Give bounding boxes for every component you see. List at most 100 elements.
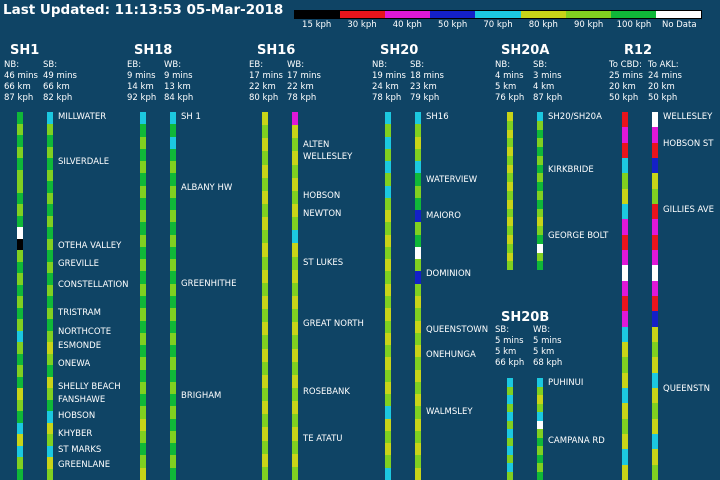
legend-label: 80 kph <box>528 20 558 30</box>
speed-segment <box>622 357 628 373</box>
speed-segment <box>537 412 543 421</box>
speed-strip-sh16-wb[interactable] <box>292 112 298 480</box>
speed-segment <box>140 418 146 431</box>
location-label: NEWTON <box>303 209 342 219</box>
speed-strip-sh20-nb[interactable] <box>385 112 391 480</box>
speed-strip-sh20b-sb[interactable] <box>507 378 513 480</box>
r12-akl-km: 20 km <box>648 82 675 92</box>
speed-strip-sh18-eb[interactable] <box>140 112 146 480</box>
sh20b-sb-label: SB: <box>495 325 510 335</box>
speed-segment <box>385 185 391 198</box>
speed-segment <box>170 332 176 346</box>
speed-strip-sh20a-nb[interactable] <box>507 112 513 270</box>
speed-segment <box>17 457 23 469</box>
sh20-sb-kph: 79 kph <box>410 93 440 103</box>
speed-strip-sh1-nb[interactable] <box>17 112 23 480</box>
speed-segment <box>262 414 268 428</box>
location-label: KHYBER <box>58 429 93 439</box>
speed-segment <box>262 387 268 402</box>
speed-segment <box>262 335 268 349</box>
legend-swatch <box>565 11 611 18</box>
speed-strip-sh20a-sb[interactable] <box>537 112 543 270</box>
speed-segment <box>537 208 543 218</box>
speed-segment <box>262 322 268 336</box>
speed-segment <box>537 243 543 253</box>
speed-segment <box>17 181 23 193</box>
speed-segment <box>292 138 298 152</box>
speed-segment <box>622 372 628 388</box>
sh20a-sb-label: SB: <box>533 60 548 70</box>
speed-segment <box>537 173 543 183</box>
speed-segment <box>17 342 23 354</box>
sh16-eb-kph: 80 kph <box>249 93 279 103</box>
speed-segment <box>292 453 298 467</box>
speed-segment <box>507 191 513 200</box>
speed-segment <box>385 246 391 260</box>
r12-akl-kph: 50 kph <box>648 93 678 103</box>
speed-segment <box>262 466 268 480</box>
speed-segment <box>507 463 513 472</box>
speed-segment <box>385 173 391 186</box>
sh16-wb-km: 22 km <box>287 82 314 92</box>
sh18-eb-km: 14 km <box>127 82 154 92</box>
speed-segment <box>140 161 146 174</box>
speed-strip-sh20-sb[interactable] <box>415 112 421 480</box>
speed-segment <box>652 341 658 358</box>
speed-segment <box>170 185 176 198</box>
speed-segment <box>292 374 298 388</box>
speed-strip-r12-akl[interactable] <box>652 112 658 480</box>
speed-segment <box>292 309 298 323</box>
speed-segment <box>415 112 421 125</box>
legend-label: 15 kph <box>302 20 332 30</box>
location-label: NORTHCOTE <box>58 327 112 337</box>
speed-strip-sh18-wb[interactable] <box>170 112 176 480</box>
speed-segment <box>622 188 628 204</box>
speed-segment <box>622 387 628 404</box>
speed-segment <box>385 381 391 395</box>
legend-label: 50 kph <box>438 20 468 30</box>
sh18-eb-kph: 92 kph <box>127 93 157 103</box>
speed-segment <box>415 259 421 272</box>
speed-segment <box>140 271 146 284</box>
road-title-sh1: SH1 <box>10 43 40 58</box>
location-label: GREENHITHE <box>181 279 237 289</box>
sh18-wb-kph: 84 kph <box>164 93 194 103</box>
speed-segment <box>47 158 53 170</box>
speed-segment <box>140 295 146 309</box>
speed-segment <box>652 265 658 281</box>
speed-segment <box>140 210 146 223</box>
speed-strip-sh1-sb[interactable] <box>47 112 53 480</box>
speed-strip-sh16-eb[interactable] <box>262 112 268 480</box>
location-label: MILLWATER <box>58 112 107 122</box>
sh20a-sb-km: 4 km <box>533 82 555 92</box>
speed-segment <box>415 357 421 370</box>
speed-strip-sh20b-wb[interactable] <box>537 378 543 480</box>
location-label: TRISTRAM <box>58 308 101 318</box>
speed-segment <box>415 234 421 247</box>
location-label: TE ATATU <box>303 434 343 444</box>
speed-segment <box>262 282 268 296</box>
speed-segment <box>507 129 513 139</box>
speed-segment <box>622 418 628 434</box>
sh20a-nb-mins: 4 mins <box>495 71 524 81</box>
speed-segment <box>17 261 23 273</box>
legend-label: 100 kph <box>616 20 652 30</box>
speed-segment <box>262 401 268 415</box>
speed-segment <box>507 429 513 438</box>
speed-segment <box>47 146 53 158</box>
speed-segment <box>415 161 421 174</box>
speed-segment <box>170 148 176 162</box>
speed-segment <box>47 296 53 308</box>
location-label: CAMPANA RD <box>548 436 605 446</box>
speed-segment <box>537 403 543 412</box>
speed-segment <box>537 120 543 130</box>
speed-segment <box>385 430 391 444</box>
speed-segment <box>652 112 658 128</box>
location-label: ST MARKS <box>58 445 102 455</box>
speed-segment <box>170 381 176 395</box>
speed-strip-r12-cbd[interactable] <box>622 112 628 480</box>
speed-segment <box>537 155 543 165</box>
speed-segment <box>385 455 391 468</box>
speed-segment <box>17 422 23 434</box>
speed-segment <box>170 308 176 321</box>
